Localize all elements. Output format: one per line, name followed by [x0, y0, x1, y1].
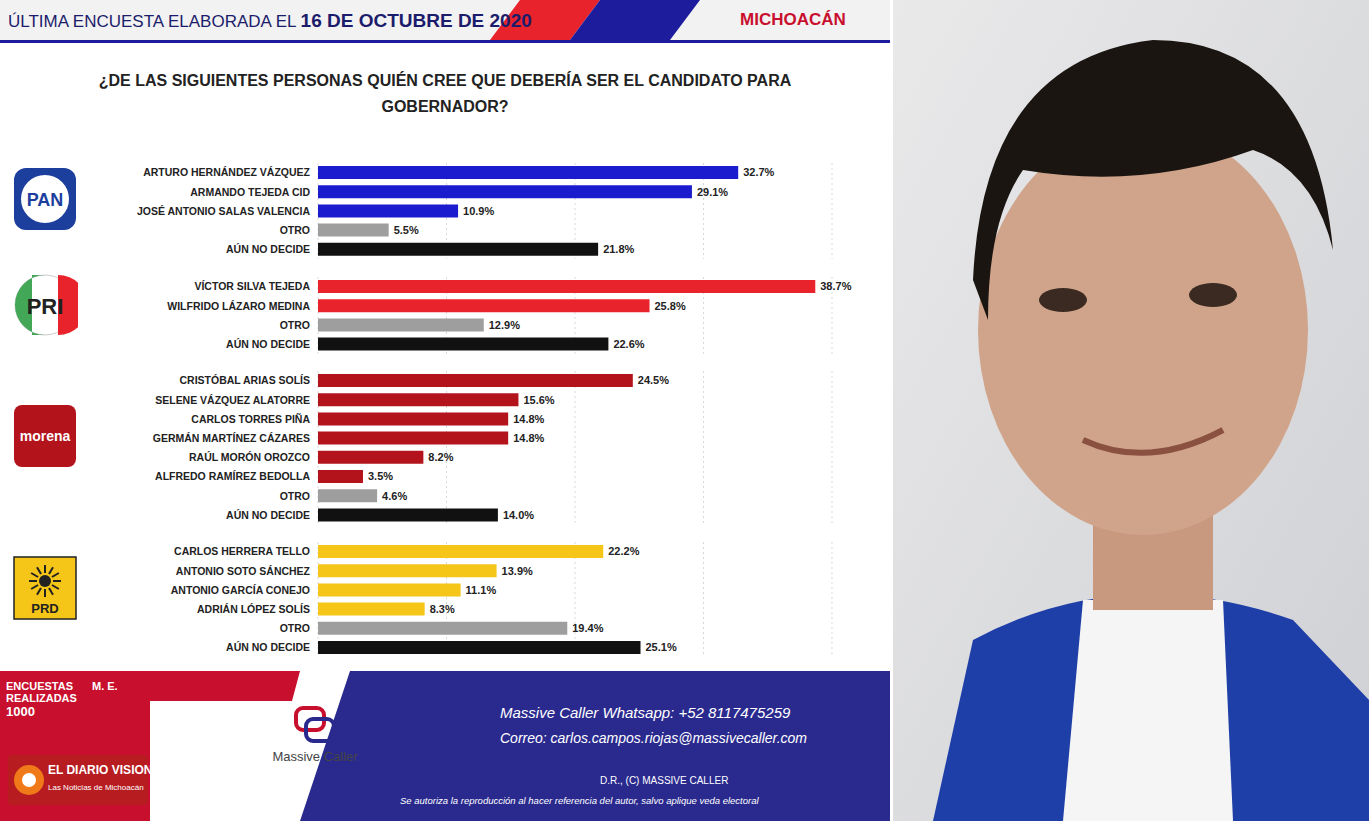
- svg-text:AÚN NO DECIDE: AÚN NO DECIDE: [226, 509, 310, 521]
- html-text:D.R., (C) MASSIVE CALLER: D.R., (C) MASSIVE CALLER: [600, 775, 729, 786]
- svg-text:JOSÉ ANTONIO SALAS VALENCIA: JOSÉ ANTONIO SALAS VALENCIA: [137, 205, 310, 217]
- svg-text:GERMÁN MARTÍNEZ CÁZARES: GERMÁN MARTÍNEZ CÁZARES: [153, 432, 310, 444]
- svg-text:WILFRIDO LÁZARO MEDINA: WILFRIDO LÁZARO MEDINA: [167, 300, 310, 312]
- svg-text:AÚN NO DECIDE: AÚN NO DECIDE: [226, 338, 310, 350]
- svg-text:22.2%: 22.2%: [608, 545, 639, 557]
- svg-text:CRISTÓBAL ARIAS SOLÍS: CRISTÓBAL ARIAS SOLÍS: [180, 374, 310, 386]
- svg-text:CARLOS HERRERA TELLO: CARLOS HERRERA TELLO: [174, 546, 310, 557]
- svg-text:OTRO: OTRO: [280, 320, 310, 331]
- svg-text:AÚN NO DECIDE: AÚN NO DECIDE: [226, 641, 310, 653]
- html-text:Massive Caller: Massive Caller: [272, 749, 358, 764]
- html-text:ENCUESTAS REALIZADAS: ENCUESTAS REALIZADAS: [6, 680, 77, 704]
- svg-text:ARTURO HERNÁNDEZ VÁZQUEZ: ARTURO HERNÁNDEZ VÁZQUEZ: [143, 166, 310, 178]
- html-text:1000: 1000: [6, 704, 35, 719]
- svg-text:8.2%: 8.2%: [428, 451, 453, 463]
- svg-text:5.5%: 5.5%: [394, 224, 419, 236]
- html-text:Las Noticias de Michoacán: Las Noticias de Michoacán: [48, 783, 144, 792]
- html-text:Se autoriza la reproducción al: Se autoriza la reproducción al hacer ref…: [400, 795, 759, 806]
- svg-text:4.6%: 4.6%: [382, 490, 407, 502]
- svg-text:24.5%: 24.5%: [638, 374, 669, 386]
- svg-text:VÍCTOR SILVA TEJEDA: VÍCTOR SILVA TEJEDA: [194, 280, 310, 292]
- svg-text:14.8%: 14.8%: [513, 432, 544, 444]
- svg-text:25.1%: 25.1%: [646, 641, 677, 653]
- html-text:MICHOACÁN: MICHOACÁN: [740, 10, 846, 29]
- svg-text:CARLOS TORRES PIÑA: CARLOS TORRES PIÑA: [191, 413, 310, 425]
- svg-text:29.1%: 29.1%: [697, 186, 728, 198]
- svg-text:8.3%: 8.3%: [430, 603, 455, 615]
- svg-text:PRI: PRI: [27, 294, 64, 319]
- html-text:ÚLTIMA ENCUESTA ELABORADA EL 1: ÚLTIMA ENCUESTA ELABORADA EL 16 DE OCTUB…: [8, 10, 532, 31]
- svg-text:32.7%: 32.7%: [743, 166, 774, 178]
- svg-text:AÚN NO DECIDE: AÚN NO DECIDE: [226, 243, 310, 255]
- svg-text:ADRIÁN LÓPEZ SOLÍS: ADRIÁN LÓPEZ SOLÍS: [197, 603, 310, 615]
- svg-text:25.8%: 25.8%: [655, 300, 686, 312]
- svg-text:RAÚL MORÓN OROZCO: RAÚL MORÓN OROZCO: [189, 451, 310, 463]
- svg-text:morena: morena: [20, 428, 71, 444]
- html-text:M. E.: M. E.: [92, 680, 118, 692]
- svg-text:22.6%: 22.6%: [613, 338, 644, 350]
- svg-text:ARMANDO TEJEDA CID: ARMANDO TEJEDA CID: [190, 186, 310, 198]
- svg-text:15.6%: 15.6%: [523, 394, 554, 406]
- svg-text:ANTONIO GARCÍA CONEJO: ANTONIO GARCÍA CONEJO: [171, 584, 310, 596]
- svg-text:14.0%: 14.0%: [503, 509, 534, 521]
- html-text:GOBERNADOR?: GOBERNADOR?: [381, 98, 509, 115]
- svg-text:PAN: PAN: [27, 190, 64, 210]
- svg-text:10.9%: 10.9%: [463, 205, 494, 217]
- html-text:Massive Caller Whatsapp: +52 8: Massive Caller Whatsapp: +52 8117475259: [500, 704, 791, 721]
- svg-text:13.9%: 13.9%: [502, 565, 533, 577]
- svg-text:ALFREDO RAMÍREZ BEDOLLA: ALFREDO RAMÍREZ BEDOLLA: [155, 470, 310, 482]
- svg-text:14.8%: 14.8%: [513, 413, 544, 425]
- svg-text:OTRO: OTRO: [280, 491, 310, 502]
- svg-text:11.1%: 11.1%: [466, 584, 497, 596]
- svg-text:19.4%: 19.4%: [572, 622, 603, 634]
- html-text:EL DIARIO VISION: EL DIARIO VISION: [48, 763, 153, 777]
- html-text:Correo: carlos.campos.riojas@m: Correo: carlos.campos.riojas@massivecall…: [500, 730, 807, 746]
- svg-text:ANTONIO SOTO SÁNCHEZ: ANTONIO SOTO SÁNCHEZ: [176, 565, 311, 577]
- svg-text:21.8%: 21.8%: [603, 243, 634, 255]
- svg-text:12.9%: 12.9%: [489, 319, 520, 331]
- svg-text:3.5%: 3.5%: [368, 470, 393, 482]
- svg-text:OTRO: OTRO: [280, 224, 310, 236]
- html-text:¿DE LAS SIGUIENTES PERSONAS QU: ¿DE LAS SIGUIENTES PERSONAS QUIÉN CREE Q…: [98, 72, 792, 89]
- svg-text:38.7%: 38.7%: [820, 280, 851, 292]
- svg-text:PRD: PRD: [31, 601, 58, 616]
- svg-text:SELENE VÁZQUEZ ALATORRE: SELENE VÁZQUEZ ALATORRE: [155, 394, 310, 406]
- svg-text:OTRO: OTRO: [280, 623, 310, 634]
